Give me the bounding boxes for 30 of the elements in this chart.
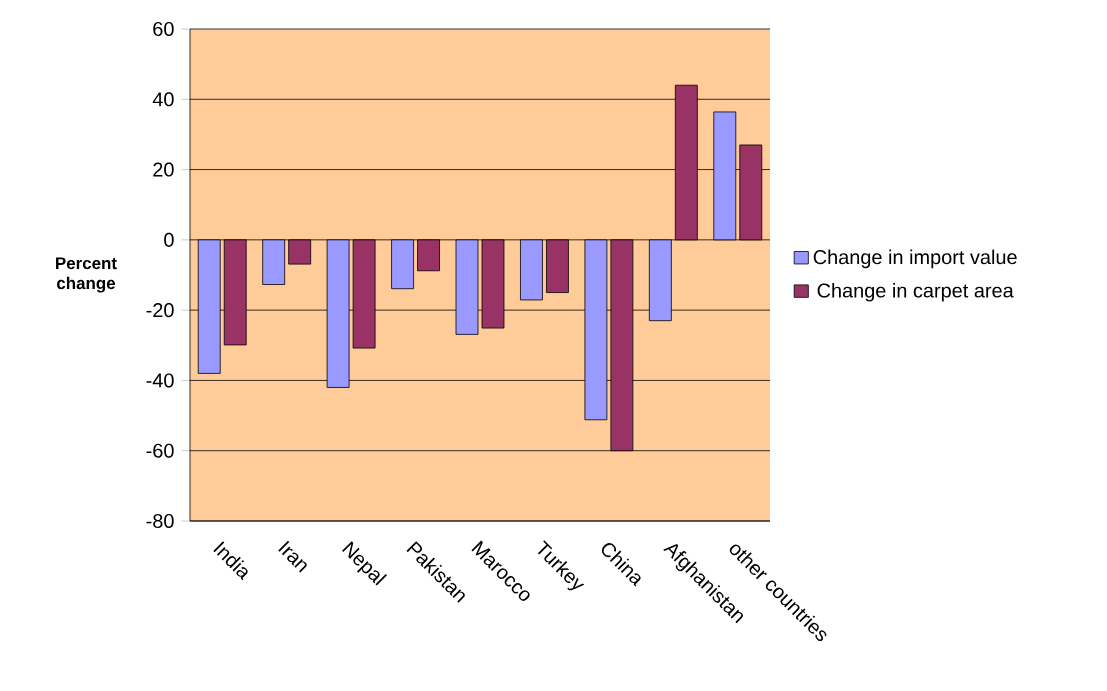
bar xyxy=(223,239,247,346)
x-tick-label: Iran xyxy=(278,540,307,573)
y-tick-label: 40 xyxy=(152,92,174,107)
bar xyxy=(391,239,414,290)
bar xyxy=(197,239,221,374)
y-tick-label: 60 xyxy=(153,21,174,37)
bar xyxy=(288,239,312,265)
y-tick-label: -80 xyxy=(146,513,174,529)
bar xyxy=(352,239,376,349)
bar xyxy=(546,239,569,293)
y-tick-label: 0 xyxy=(164,232,174,247)
bar xyxy=(326,239,350,388)
y-tick-label: -60 xyxy=(146,443,174,458)
bar xyxy=(520,239,543,301)
y-tick-label: -40 xyxy=(146,373,174,388)
bar xyxy=(674,84,698,241)
y-tick-label: 20 xyxy=(153,162,174,177)
bar xyxy=(584,239,608,421)
bar xyxy=(262,239,286,285)
bar xyxy=(648,239,672,322)
bar xyxy=(610,239,634,452)
bar xyxy=(713,111,737,241)
bar xyxy=(417,239,440,272)
bar xyxy=(739,144,763,241)
legend-label: Change in import value xyxy=(813,249,1017,269)
y-axis-title: Percent change xyxy=(56,257,117,293)
bar xyxy=(481,239,505,329)
legend-label: Change in carpet area xyxy=(817,282,1014,302)
y-tick-label: -20 xyxy=(146,303,174,318)
bar xyxy=(455,239,479,335)
